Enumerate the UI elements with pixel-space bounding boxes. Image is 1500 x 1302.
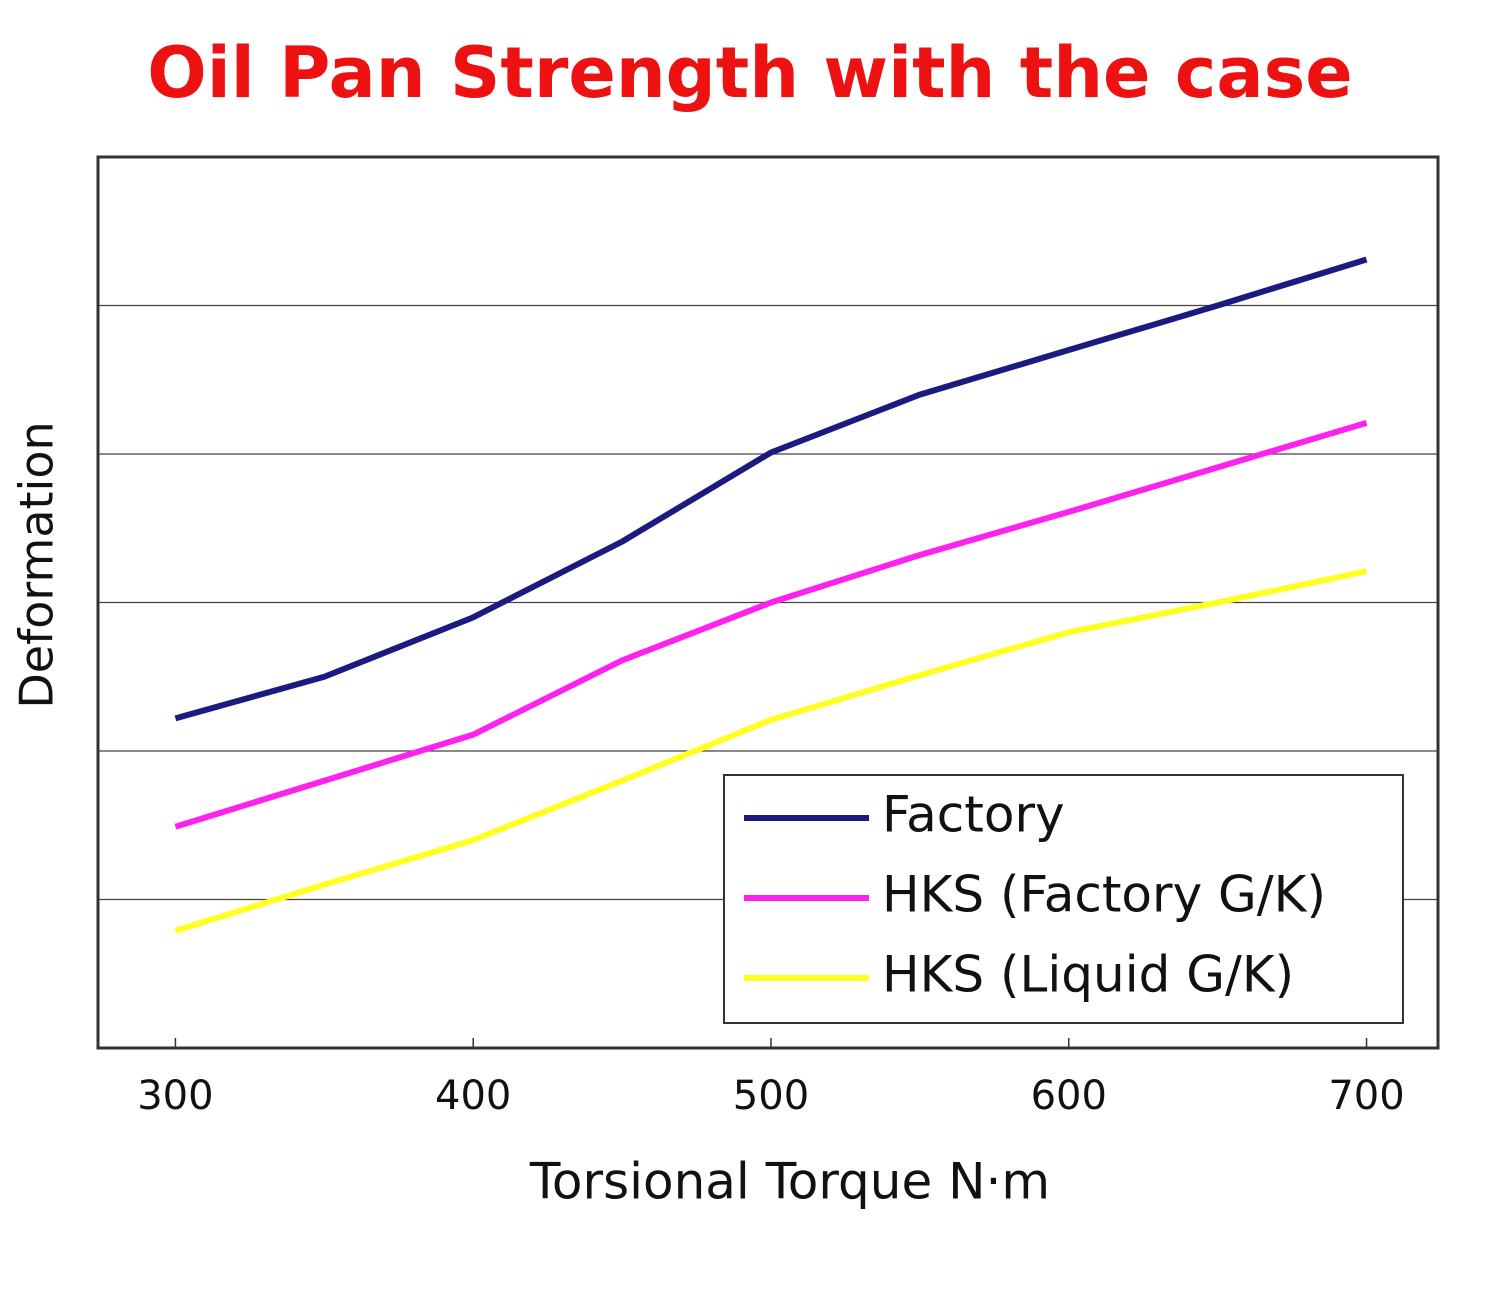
legend-label: HKS (Factory G/K) bbox=[882, 866, 1326, 924]
plot-frame bbox=[96, 155, 1440, 1050]
x-tick-label: 500 bbox=[733, 1073, 809, 1119]
x-axis-label: Torsional Torque N·m bbox=[529, 1153, 1050, 1211]
data-line bbox=[174, 568, 1368, 934]
x-tick-label: 300 bbox=[137, 1073, 213, 1119]
x-tick-label: 600 bbox=[1031, 1073, 1107, 1119]
x-tick-label: 400 bbox=[435, 1073, 511, 1119]
legend-label: Factory bbox=[882, 786, 1065, 844]
data-line bbox=[174, 256, 1368, 722]
x-tick-label: 700 bbox=[1328, 1073, 1404, 1119]
legend-label: HKS (Liquid G/K) bbox=[882, 946, 1294, 1004]
chart-title: Oil Pan Strength with the case bbox=[147, 32, 1353, 114]
data-line bbox=[174, 419, 1368, 830]
y-axis-label: Deformation bbox=[10, 421, 64, 708]
